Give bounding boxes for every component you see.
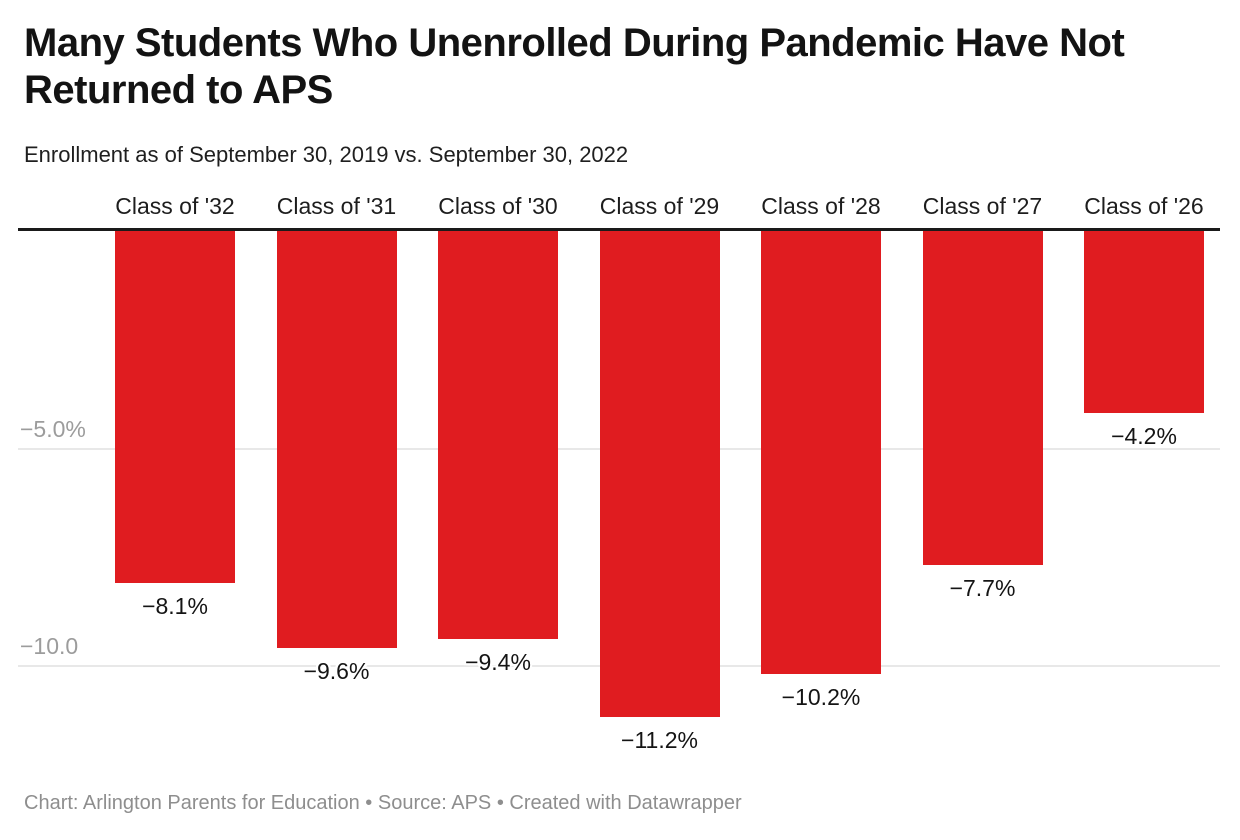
bar bbox=[115, 231, 235, 583]
bar-value-label: −10.2% bbox=[781, 684, 861, 710]
column-header: Class of '26 bbox=[1084, 193, 1204, 219]
column-header: Class of '29 bbox=[599, 193, 720, 219]
column-header: Class of '32 bbox=[115, 193, 235, 219]
column-header: Class of '28 bbox=[761, 193, 881, 219]
bar-value-label: −7.7% bbox=[949, 575, 1016, 601]
bar bbox=[922, 231, 1043, 565]
chart-title: Many Students Who Unenrolled During Pand… bbox=[24, 20, 1125, 114]
bar bbox=[276, 231, 397, 648]
bar-value-label: −9.6% bbox=[303, 658, 370, 684]
bar-value-label: −8.1% bbox=[142, 593, 208, 619]
y-tick-label: −5.0% bbox=[20, 416, 86, 442]
column-header: Class of '31 bbox=[276, 193, 397, 219]
y-tick-label: −10.0 bbox=[20, 633, 79, 659]
chart-subtitle: Enrollment as of September 30, 2019 vs. … bbox=[24, 142, 629, 167]
chart-title-line2: Returned to APS bbox=[24, 68, 333, 112]
column-header: Class of '30 bbox=[438, 193, 558, 219]
bar-value-label: −4.2% bbox=[1111, 423, 1177, 449]
bar bbox=[761, 231, 881, 674]
bar-value-label: −9.4% bbox=[465, 649, 531, 675]
bar bbox=[438, 231, 558, 639]
chart-attribution: Chart: Arlington Parents for Education •… bbox=[24, 792, 742, 814]
bar bbox=[1084, 231, 1204, 413]
bar bbox=[599, 231, 720, 717]
bar-value-label: −11.2% bbox=[621, 727, 698, 753]
column-header: Class of '27 bbox=[922, 193, 1043, 219]
chart-title-line1: Many Students Who Unenrolled During Pand… bbox=[24, 21, 1125, 65]
zero-baseline-axis bbox=[18, 228, 1220, 231]
